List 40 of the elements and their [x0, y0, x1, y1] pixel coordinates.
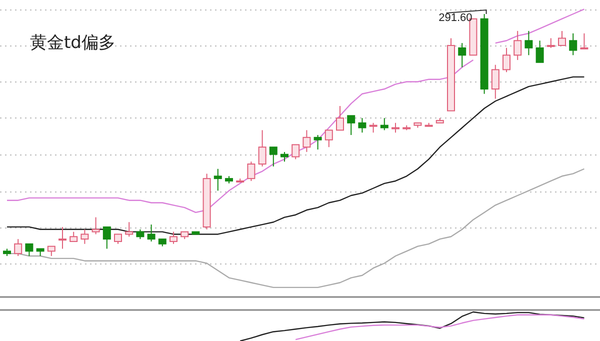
candlestick — [502, 47, 510, 73]
candlestick — [58, 226, 66, 250]
candlestick — [269, 146, 278, 167]
text: 黄金td偏多 — [30, 33, 116, 53]
candlestick — [102, 226, 111, 250]
candlestick — [147, 224, 156, 242]
candlestick — [47, 246, 56, 256]
candlestick — [546, 38, 555, 48]
candlestick — [347, 115, 356, 136]
candlestick — [247, 161, 256, 182]
candlestick — [70, 231, 78, 242]
candlestick — [280, 151, 288, 162]
candlestick — [25, 243, 34, 256]
candlestick — [114, 234, 122, 244]
candlestick — [580, 32, 588, 50]
candlestick — [125, 222, 134, 238]
candlestick — [369, 122, 378, 134]
candlestick — [536, 40, 544, 63]
candlestick — [80, 228, 89, 244]
candlestick — [302, 130, 311, 152]
candlestick — [569, 32, 578, 56]
candlestick — [491, 64, 500, 100]
candlestick — [258, 130, 266, 167]
candlestick — [324, 130, 333, 148]
candlestick — [458, 42, 466, 68]
candlestick — [392, 122, 400, 134]
candlestick — [170, 231, 178, 244]
candlestick — [292, 144, 300, 160]
candlestick — [14, 238, 22, 256]
candlestick — [214, 168, 222, 192]
annotation: 291.60 — [438, 12, 472, 24]
candlestick — [92, 216, 100, 235]
candlestick — [524, 30, 533, 56]
candlestick — [380, 118, 388, 131]
candlestick — [358, 118, 366, 134]
candlestick — [136, 228, 144, 240]
candlestick — [314, 134, 322, 150]
candlestick — [336, 105, 344, 131]
candlestick — [514, 30, 522, 60]
candlestick — [558, 30, 566, 46]
